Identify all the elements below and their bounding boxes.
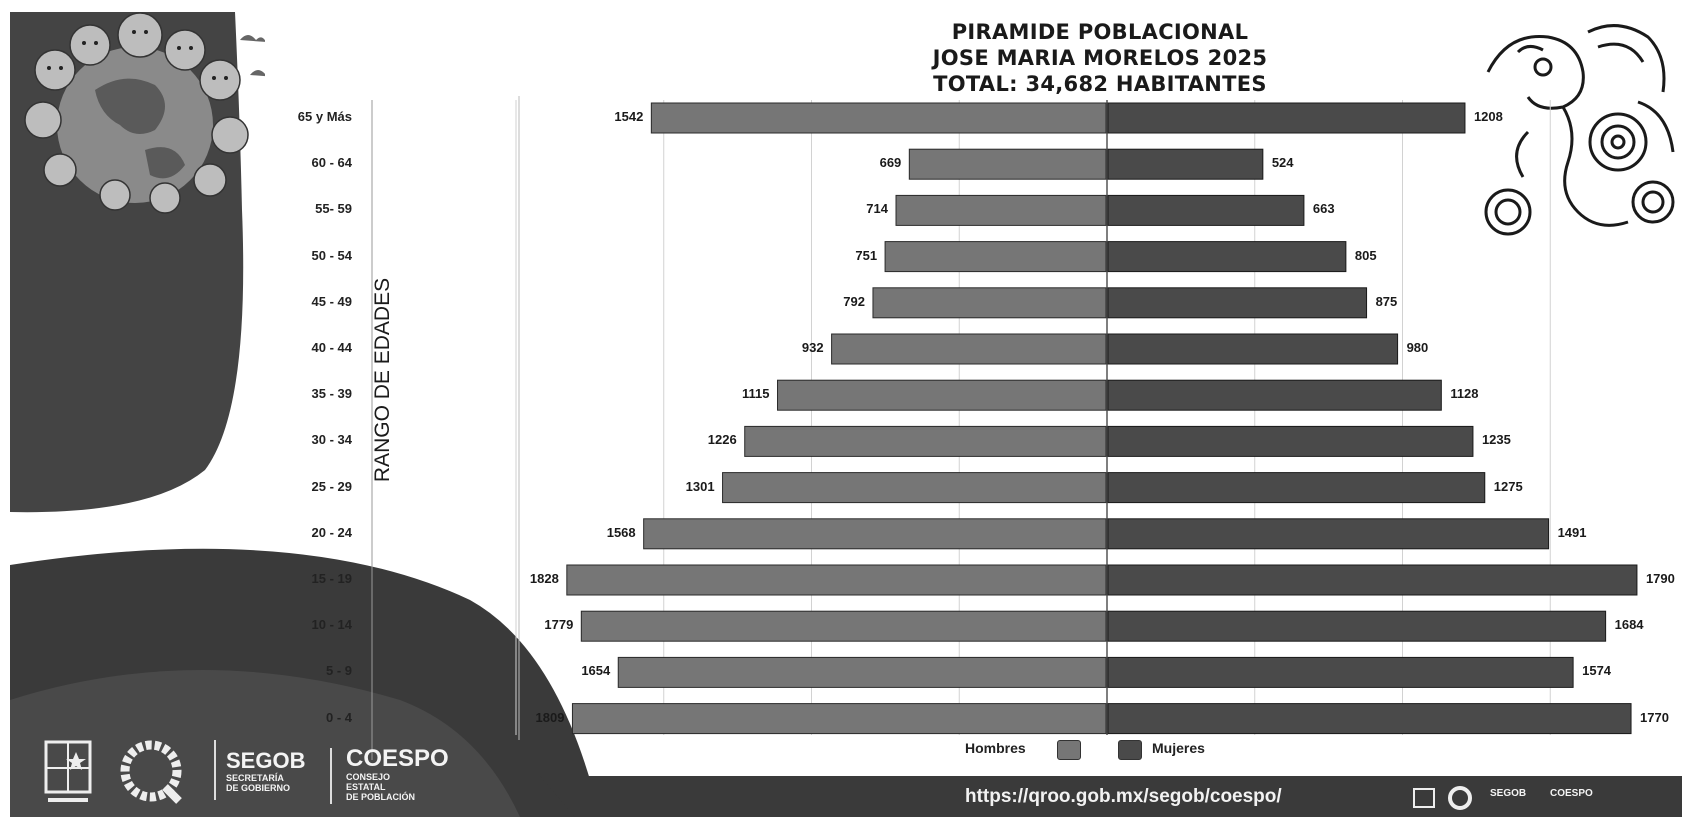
coespo-sub3: DE POBLACIÓN [346,792,416,802]
bar-hombres [722,472,1107,504]
bar-mujeres [1107,564,1638,596]
value-label-mujeres: 805 [1354,247,1377,263]
state-shield-icon [44,740,92,802]
mini-segob-text: SEGOB [1490,788,1527,799]
mini-logos-icon [1413,786,1472,810]
value-label-hombres: 1809 [535,709,565,725]
bar-mujeres [1107,148,1264,180]
family-globe-illustration [24,12,265,214]
coespo-sub2: ESTATAL [346,782,386,792]
value-label-mujeres: 1208 [1473,109,1503,124]
segob-logo-text: SEGOB [226,748,306,773]
value-label-hombres: 751 [855,247,878,263]
age-category-label: 55- 59 [315,201,352,217]
value-label-hombres: 932 [801,340,824,355]
value-label-hombres: 1568 [606,524,636,540]
bar-mujeres [1107,379,1442,411]
quintana-roo-q-logo-icon [120,740,182,804]
segob-sub1: SECRETARÍA [226,773,284,783]
value-label-hombres: 669 [879,155,902,171]
bar-hombres [777,379,1107,411]
bar-hombres [650,102,1107,134]
value-label-hombres: 792 [843,293,865,309]
age-category-label: 30 - 34 [311,432,352,448]
bar-mujeres [1107,194,1305,226]
legend-hombres-label: Hombres [965,740,1026,756]
logo-divider [214,740,216,800]
bar-hombres [617,656,1107,688]
bar-mujeres [1107,241,1347,273]
value-label-hombres: 1542 [614,109,644,124]
legend-hombres-swatch [1057,740,1081,760]
bar-mujeres [1107,518,1550,550]
logo-divider-2 [330,748,332,804]
value-label-mujeres: 1235 [1481,432,1511,448]
bar-hombres [884,241,1107,273]
age-category-label: 15 - 19 [311,571,352,586]
value-label-hombres: 1654 [581,663,611,679]
bar-mujeres [1107,333,1399,365]
footer-url-link[interactable]: https://qroo.gob.mx/segob/coespo/ [965,786,1282,807]
bar-hombres [566,564,1107,596]
bar-hombres [643,518,1107,550]
value-label-mujeres: 1275 [1493,478,1523,494]
bar-hombres [908,148,1107,180]
age-category-label: 20 - 24 [311,524,352,540]
bar-mujeres [1107,656,1574,688]
value-label-mujeres: 663 [1312,201,1335,217]
bar-hombres [872,287,1107,319]
value-label-mujeres: 1128 [1450,386,1479,402]
value-label-mujeres: 1491 [1557,524,1587,540]
bar-mujeres [1107,102,1466,134]
bar-hombres [571,703,1107,735]
value-label-mujeres: 875 [1375,293,1398,309]
bar-mujeres [1107,703,1632,735]
value-label-hombres: 1828 [529,571,559,586]
bar-hombres [580,610,1107,642]
coespo-sub1: CONSEJO [346,772,391,782]
value-label-mujeres: 1574 [1582,663,1612,679]
chart-title-line1: PIRAMIDE POBLACIONAL [951,20,1249,44]
age-category-label: 25 - 29 [311,478,352,494]
mini-coespo-text: COESPO [1550,788,1593,799]
bar-hombres [831,333,1107,365]
coespo-logo-text: COESPO [346,745,449,772]
chart-subtitle-total: TOTAL: 34,682 HABITANTES [933,72,1267,96]
bar-hombres [744,425,1107,457]
value-label-hombres: 1301 [685,478,715,494]
age-category-label: 50 - 54 [311,247,352,263]
age-category-label: 0 - 4 [325,709,352,725]
age-category-label: 35 - 39 [311,386,352,402]
value-label-mujeres: 1684 [1614,617,1644,633]
legend-mujeres-label: Mujeres [1152,740,1205,756]
age-category-label: 40 - 44 [311,340,352,355]
value-label-hombres: 1226 [707,432,737,448]
age-category-label: 45 - 49 [311,293,352,309]
age-category-label: 5 - 9 [325,663,352,679]
value-label-hombres: 714 [866,201,888,217]
value-label-mujeres: 980 [1406,340,1429,355]
bar-hombres [895,194,1107,226]
legend-mujeres-swatch [1118,740,1142,760]
age-category-label: 65 y Más [297,109,352,124]
bar-mujeres [1107,287,1368,319]
age-category-label: 60 - 64 [311,155,352,171]
segob-sub2: DE GOBIERNO [226,783,291,793]
bar-mujeres [1107,425,1474,457]
age-category-label: 10 - 14 [311,617,352,633]
chart-title-line2: JOSE MARIA MORELOS 2025 [932,46,1268,70]
value-label-mujeres: 1770 [1640,709,1669,725]
bar-mujeres [1107,610,1607,642]
value-label-hombres: 1115 [742,386,770,402]
bar-mujeres [1107,472,1486,504]
value-label-mujeres: 1790 [1645,571,1675,586]
value-label-hombres: 1779 [544,617,574,633]
value-label-mujeres: 524 [1271,155,1294,171]
